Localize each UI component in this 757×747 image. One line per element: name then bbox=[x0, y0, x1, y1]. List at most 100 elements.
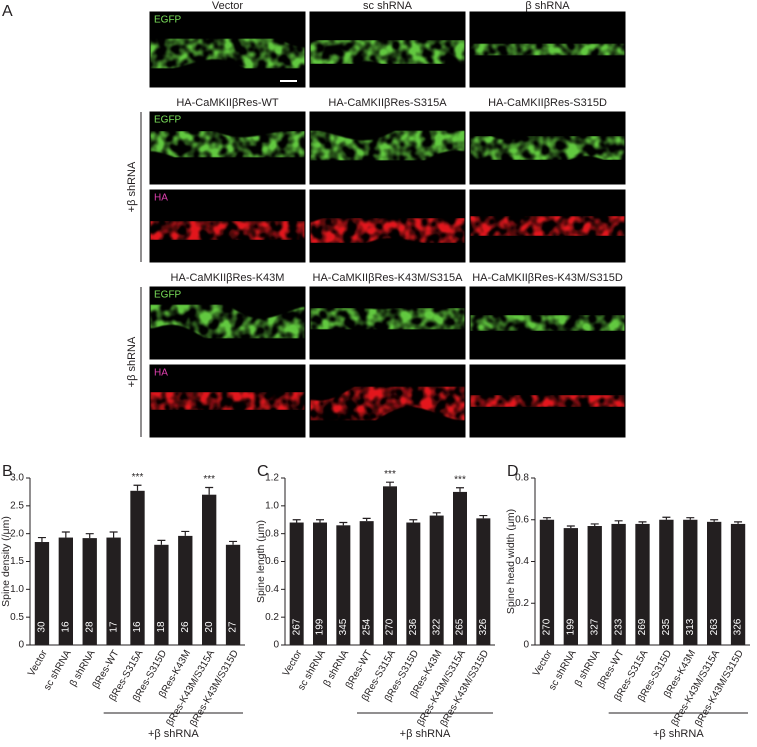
error-bar bbox=[109, 531, 118, 538]
column-header: HA-CaMKIIβRes-S315A bbox=[328, 97, 447, 109]
bar bbox=[406, 522, 421, 645]
dendrite bbox=[450, 375, 645, 427]
bar bbox=[611, 523, 626, 645]
bar bbox=[539, 519, 555, 645]
group-label: +β shRNA bbox=[148, 728, 199, 740]
dendrite bbox=[129, 17, 326, 89]
bar bbox=[707, 521, 722, 645]
error-bar bbox=[181, 530, 190, 536]
bar bbox=[178, 535, 193, 645]
bar-n-label: 270 bbox=[542, 618, 553, 635]
error-bar bbox=[292, 519, 301, 523]
error-bar bbox=[85, 533, 94, 539]
channel-label: HA bbox=[154, 368, 168, 379]
bar bbox=[359, 521, 374, 645]
y-tick-label: 0.6 bbox=[515, 514, 529, 525]
channel-label: EGFP bbox=[154, 15, 182, 26]
micrograph-signal bbox=[450, 375, 645, 427]
bar bbox=[130, 490, 145, 645]
micrograph-signal bbox=[130, 111, 325, 178]
dendrite bbox=[290, 288, 485, 349]
bar-n-label: 326 bbox=[478, 618, 489, 635]
dendrite bbox=[449, 22, 646, 77]
bar-n-label: 327 bbox=[589, 618, 600, 635]
bar bbox=[453, 491, 467, 645]
bar-n-label: 322 bbox=[431, 618, 442, 635]
bar bbox=[106, 537, 121, 645]
micrograph-signal bbox=[130, 284, 325, 359]
panel-label: C bbox=[257, 463, 269, 480]
dendrite bbox=[450, 116, 645, 180]
group-label: +β shRNA bbox=[400, 728, 451, 740]
panel-label: D bbox=[507, 463, 519, 480]
column-header: HA-CaMKIIβRes-K43M/S315A bbox=[313, 272, 464, 284]
bar-n-label: 18 bbox=[156, 621, 167, 633]
error-bar bbox=[339, 521, 348, 526]
bar-n-label: 236 bbox=[408, 618, 419, 635]
micrograph-signal bbox=[290, 110, 485, 181]
bar bbox=[225, 544, 241, 645]
bar bbox=[563, 528, 578, 645]
bar bbox=[34, 542, 50, 645]
bar-n-label: 30 bbox=[37, 621, 48, 633]
x-tick-label: Vector bbox=[281, 648, 305, 679]
micrograph-signal bbox=[289, 19, 486, 85]
bar bbox=[635, 523, 650, 645]
error-bar bbox=[686, 517, 695, 520]
bar-n-label: 313 bbox=[685, 618, 696, 635]
significance: *** bbox=[454, 474, 466, 485]
micrograph-signal bbox=[129, 17, 326, 89]
micrograph-signal bbox=[130, 372, 325, 430]
error-bar bbox=[409, 519, 418, 523]
bar bbox=[313, 522, 327, 645]
bar bbox=[336, 525, 351, 645]
y-tick-label: 0.8 bbox=[515, 473, 529, 484]
error-bar bbox=[638, 521, 647, 524]
bar-n-label: 263 bbox=[709, 618, 720, 635]
bar-n-label: 235 bbox=[661, 618, 672, 635]
column-header: sc shRNA bbox=[363, 0, 413, 12]
error-bar bbox=[590, 523, 599, 527]
y-tick-label: 2.0 bbox=[10, 528, 24, 539]
error-bar bbox=[61, 531, 70, 538]
bar-n-label: 26 bbox=[180, 621, 191, 633]
bar bbox=[202, 494, 217, 645]
dendrite bbox=[450, 196, 645, 256]
bar-n-label: 17 bbox=[108, 621, 119, 633]
error-bar bbox=[229, 540, 238, 545]
significance: *** bbox=[132, 472, 144, 483]
y-tick-label: 1.0 bbox=[10, 584, 24, 595]
x-tick-label: Vector bbox=[26, 648, 50, 679]
panel-label: B bbox=[2, 463, 13, 480]
y-tick-label: 2.5 bbox=[10, 500, 24, 511]
bar bbox=[82, 538, 97, 645]
error-bar bbox=[432, 512, 441, 516]
bar-n-label: 20 bbox=[204, 621, 215, 633]
error-bar bbox=[386, 481, 394, 487]
y-tick-label: 0.8 bbox=[265, 528, 279, 539]
error-bar bbox=[157, 539, 166, 545]
bar bbox=[659, 519, 674, 645]
bar bbox=[289, 522, 304, 645]
bar-n-label: 265 bbox=[455, 618, 466, 635]
bar-n-label: 270 bbox=[385, 618, 396, 635]
y-tick-label: 0 bbox=[18, 640, 24, 651]
y-tick-label: 3.0 bbox=[10, 473, 24, 484]
bar-n-label: 28 bbox=[84, 621, 95, 633]
channel-label: EGFP bbox=[154, 290, 182, 301]
micrograph-frame bbox=[469, 111, 626, 185]
micrograph-signal bbox=[290, 366, 485, 441]
y-tick-label: 0.5 bbox=[10, 612, 24, 623]
micrograph-signal bbox=[450, 196, 645, 256]
y-axis-label: Spine length (μm) bbox=[255, 520, 267, 603]
significance: *** bbox=[203, 474, 215, 485]
channel-label: EGFP bbox=[154, 115, 182, 126]
dendrite bbox=[130, 372, 325, 430]
micrograph-frame bbox=[469, 364, 626, 438]
dendrite bbox=[290, 366, 485, 441]
dendrite bbox=[130, 201, 325, 260]
y-tick-label: 0 bbox=[523, 640, 529, 651]
bar-n-label: 233 bbox=[613, 618, 624, 635]
micrograph-signal bbox=[450, 295, 645, 351]
